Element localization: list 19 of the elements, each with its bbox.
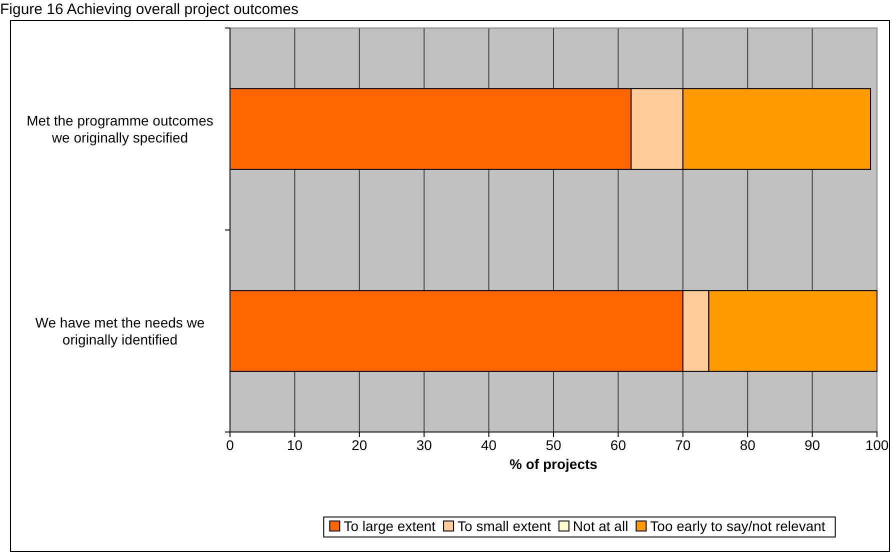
x-tick-label: 90 bbox=[804, 436, 820, 453]
x-tick-label: 70 bbox=[675, 436, 691, 453]
x-tick-label: 10 bbox=[286, 436, 303, 453]
chart-title: Figure 16 Achieving overall project outcomes bbox=[0, 1, 298, 18]
y-tick-label: Met the programme outcomes we originally specified bbox=[26, 112, 214, 146]
x-tick-label: 100 bbox=[865, 436, 889, 453]
x-tick-label: 40 bbox=[481, 436, 497, 453]
x-tick-label: 30 bbox=[416, 436, 432, 453]
x-tick-label: 0 bbox=[226, 436, 234, 453]
legend-label: Too early to say/not relevant bbox=[650, 518, 826, 534]
y-tick-label: We have met the needs we originally identified bbox=[35, 314, 205, 348]
x-tick-label: 60 bbox=[610, 436, 626, 453]
x-tick-label: 80 bbox=[740, 436, 756, 453]
x-axis-title: % of projects bbox=[510, 456, 598, 472]
legend-label: Not at all bbox=[572, 518, 628, 534]
x-tick-label: 50 bbox=[546, 436, 562, 453]
legend-label: To small extent bbox=[458, 518, 552, 534]
x-tick-label: 20 bbox=[352, 436, 368, 453]
legend-label: To large extent bbox=[344, 518, 436, 534]
